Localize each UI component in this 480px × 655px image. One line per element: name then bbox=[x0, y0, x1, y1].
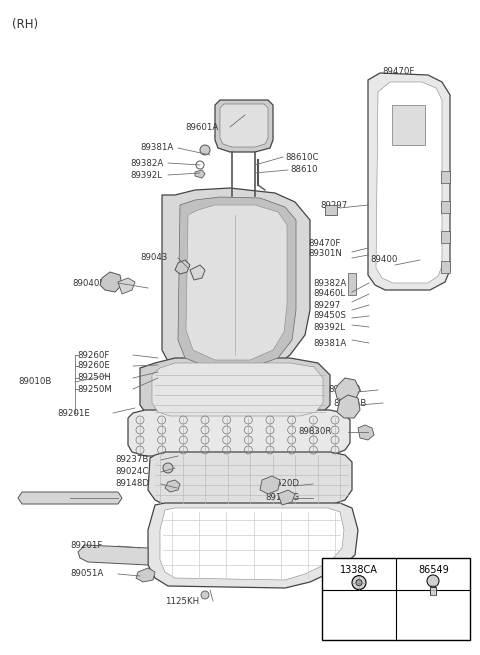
Polygon shape bbox=[18, 492, 122, 504]
Polygon shape bbox=[100, 272, 122, 292]
Polygon shape bbox=[162, 188, 310, 375]
Polygon shape bbox=[118, 278, 135, 294]
Bar bbox=[348, 273, 356, 295]
Text: 89045B: 89045B bbox=[333, 398, 366, 407]
Circle shape bbox=[201, 591, 209, 599]
Bar bbox=[441, 261, 450, 273]
Text: 89237B: 89237B bbox=[115, 455, 148, 464]
Text: 88610C: 88610C bbox=[285, 153, 319, 162]
Polygon shape bbox=[78, 545, 148, 565]
Bar bbox=[441, 231, 450, 243]
Polygon shape bbox=[260, 476, 280, 494]
Text: 89043: 89043 bbox=[140, 253, 168, 263]
Polygon shape bbox=[368, 73, 450, 290]
Polygon shape bbox=[392, 105, 425, 145]
Text: 89392L: 89392L bbox=[130, 170, 162, 179]
Text: 89830R: 89830R bbox=[298, 428, 331, 436]
Text: 89040D: 89040D bbox=[72, 278, 106, 288]
Text: 89237C: 89237C bbox=[22, 493, 55, 502]
Text: 89382A: 89382A bbox=[130, 159, 163, 168]
Polygon shape bbox=[128, 410, 350, 456]
Polygon shape bbox=[376, 82, 442, 283]
Text: 88610: 88610 bbox=[290, 166, 317, 174]
Polygon shape bbox=[215, 100, 273, 152]
Polygon shape bbox=[148, 452, 352, 505]
Text: 89201F: 89201F bbox=[70, 542, 102, 550]
Circle shape bbox=[163, 463, 173, 473]
Polygon shape bbox=[358, 425, 374, 440]
Text: 89470F: 89470F bbox=[382, 67, 414, 77]
Polygon shape bbox=[190, 265, 205, 280]
Polygon shape bbox=[335, 378, 360, 402]
Text: 89024C: 89024C bbox=[115, 468, 148, 476]
Bar bbox=[325, 205, 337, 215]
Bar bbox=[441, 171, 450, 183]
Text: 89201E: 89201E bbox=[57, 409, 90, 417]
Polygon shape bbox=[278, 490, 295, 505]
Text: 89601A: 89601A bbox=[185, 122, 218, 132]
Circle shape bbox=[356, 580, 362, 586]
Text: 89392L: 89392L bbox=[313, 322, 345, 331]
Polygon shape bbox=[136, 568, 155, 582]
Text: 86549: 86549 bbox=[419, 565, 449, 575]
Text: 89260F: 89260F bbox=[77, 350, 109, 360]
Polygon shape bbox=[165, 480, 180, 492]
Text: 89297: 89297 bbox=[320, 200, 347, 210]
Polygon shape bbox=[175, 260, 190, 274]
Circle shape bbox=[352, 576, 366, 590]
Text: 89470F: 89470F bbox=[308, 238, 340, 248]
Polygon shape bbox=[148, 503, 358, 588]
Text: 89382A: 89382A bbox=[313, 278, 346, 288]
Text: 89051A: 89051A bbox=[70, 569, 103, 578]
Text: 89250H: 89250H bbox=[77, 373, 111, 383]
Text: (RH): (RH) bbox=[12, 18, 38, 31]
Circle shape bbox=[427, 575, 439, 587]
Text: 89260E: 89260E bbox=[77, 362, 110, 371]
Text: 89145G: 89145G bbox=[265, 493, 299, 502]
Text: 1338CA: 1338CA bbox=[340, 565, 378, 575]
Text: 89381A: 89381A bbox=[140, 143, 173, 153]
Bar bbox=[430, 587, 436, 595]
Text: 89010B: 89010B bbox=[18, 377, 51, 386]
Polygon shape bbox=[195, 170, 205, 178]
Polygon shape bbox=[337, 395, 360, 418]
Text: 89297: 89297 bbox=[313, 301, 340, 310]
Text: 89450S: 89450S bbox=[313, 312, 346, 320]
Circle shape bbox=[200, 145, 210, 155]
Text: 89620D: 89620D bbox=[265, 479, 299, 489]
Text: 89400: 89400 bbox=[370, 255, 397, 265]
Text: 89148D: 89148D bbox=[115, 479, 149, 489]
Polygon shape bbox=[178, 197, 296, 368]
Polygon shape bbox=[186, 205, 287, 360]
Text: 89381A: 89381A bbox=[313, 339, 346, 348]
Text: 89250M: 89250M bbox=[77, 384, 112, 394]
Bar bbox=[441, 201, 450, 213]
Polygon shape bbox=[140, 358, 330, 420]
Polygon shape bbox=[152, 363, 323, 416]
Bar bbox=[322, 558, 470, 640]
Text: 89460L: 89460L bbox=[313, 290, 345, 299]
Text: 89060A: 89060A bbox=[328, 386, 361, 394]
Text: 89301N: 89301N bbox=[308, 250, 342, 259]
Text: 1125KH: 1125KH bbox=[165, 597, 199, 605]
Polygon shape bbox=[160, 508, 344, 580]
Polygon shape bbox=[220, 104, 268, 147]
